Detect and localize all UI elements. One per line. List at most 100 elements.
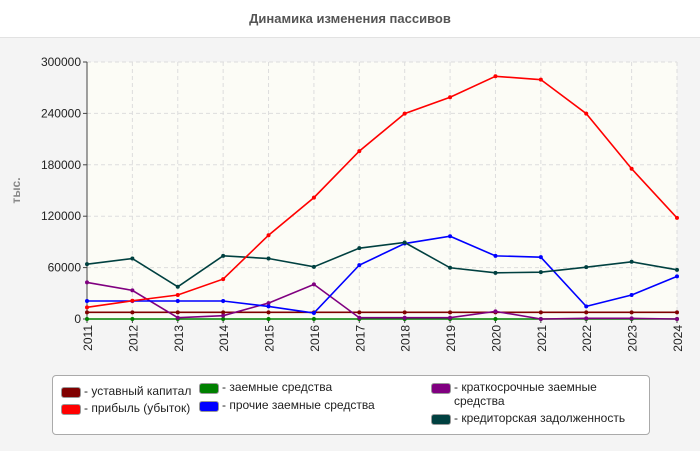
- data-point: [538, 255, 543, 260]
- data-point: [584, 304, 589, 309]
- data-point: [629, 293, 634, 298]
- x-tick-label: 2015: [263, 325, 277, 352]
- data-point: [448, 234, 453, 239]
- data-point: [175, 293, 180, 298]
- data-point: [221, 253, 226, 258]
- data-point: [584, 310, 589, 315]
- data-point: [130, 310, 135, 315]
- data-point: [629, 316, 634, 321]
- data-point: [85, 310, 89, 315]
- plot-area: [87, 62, 677, 319]
- data-point: [357, 149, 362, 154]
- data-point: [175, 284, 180, 289]
- legend-swatch: [431, 414, 451, 425]
- chart-title: Динамика изменения пассивов: [249, 11, 451, 26]
- x-tick-label: 2024: [671, 325, 685, 352]
- legend-label: - кредиторская задолженность: [454, 411, 626, 425]
- x-tick-label: 2013: [172, 325, 186, 352]
- legend-swatch: [199, 383, 219, 394]
- legend-label: - краткосрочные заемные средства: [454, 380, 597, 408]
- legend-item-payables: - кредиторская задолженность: [431, 411, 625, 425]
- legend-label: - уставный капитал: [84, 384, 192, 398]
- legend-item-borrowed: - заемные средства: [199, 380, 332, 394]
- data-point: [221, 317, 226, 321]
- data-point: [675, 267, 679, 272]
- data-point: [85, 317, 89, 321]
- data-point: [629, 166, 634, 171]
- x-tick-label: 2019: [444, 325, 458, 352]
- legend: - уставный капитал - прибыль (убыток) - …: [52, 375, 650, 435]
- data-point: [311, 282, 316, 287]
- data-point: [629, 259, 634, 264]
- data-point: [402, 310, 407, 315]
- data-point: [448, 95, 453, 100]
- legend-label: - прочие заемные средства: [222, 398, 375, 412]
- x-tick-label: 2020: [489, 325, 503, 352]
- y-tick-label: 180000: [41, 158, 81, 172]
- data-point: [266, 233, 271, 238]
- data-point: [221, 310, 226, 315]
- data-point: [493, 270, 498, 275]
- legend-item-other-borrowed: - прочие заемные средства: [199, 398, 375, 412]
- data-point: [311, 264, 316, 269]
- legend-item-charter-capital: - уставный капитал: [61, 384, 191, 398]
- data-point: [538, 317, 543, 321]
- data-point: [175, 299, 180, 304]
- x-tick-label: 2016: [308, 325, 322, 352]
- data-point: [448, 265, 453, 270]
- data-point: [266, 301, 271, 306]
- data-point: [85, 305, 89, 310]
- data-point: [85, 299, 89, 304]
- y-tick-label: 60000: [48, 261, 82, 275]
- data-point: [357, 310, 362, 315]
- y-tick-label: 300000: [41, 55, 81, 69]
- data-point: [130, 256, 135, 261]
- data-point: [584, 265, 589, 270]
- y-tick-label: 240000: [41, 106, 81, 120]
- data-point: [584, 316, 589, 321]
- legend-swatch: [199, 401, 219, 412]
- data-point: [311, 195, 316, 200]
- y-axis-label: тыс.: [9, 177, 23, 203]
- x-tick-label: 2021: [535, 325, 549, 352]
- legend-label: - заемные средства: [222, 380, 333, 394]
- legend-swatch: [61, 404, 81, 415]
- data-point: [448, 310, 453, 315]
- data-point: [175, 310, 180, 315]
- series-line: [86, 75, 678, 309]
- data-point: [402, 240, 407, 245]
- legend-swatch: [431, 383, 451, 394]
- data-point: [675, 215, 679, 220]
- x-tick-label: 2014: [217, 325, 231, 352]
- x-tick-label: 2012: [126, 325, 140, 352]
- data-point: [266, 317, 271, 321]
- data-point: [493, 309, 498, 314]
- legend-item-profit: - прибыль (убыток): [61, 401, 190, 415]
- data-point: [538, 310, 543, 315]
- series-line: [86, 241, 678, 288]
- data-point: [538, 77, 543, 82]
- data-point: [266, 256, 271, 261]
- y-tick-label: 0: [74, 312, 81, 326]
- data-point: [85, 262, 89, 267]
- data-point: [130, 317, 135, 321]
- data-point: [538, 270, 543, 275]
- series-line: [86, 281, 678, 320]
- data-point: [311, 317, 316, 321]
- data-point: [402, 111, 407, 116]
- data-point: [130, 298, 135, 303]
- data-point: [266, 310, 271, 315]
- data-point: [85, 280, 89, 285]
- x-tick-label: 2011: [81, 325, 95, 351]
- data-point: [130, 288, 135, 293]
- data-point: [629, 310, 634, 315]
- data-point: [266, 304, 271, 309]
- data-point: [493, 253, 498, 258]
- data-point: [221, 277, 226, 282]
- data-point: [221, 313, 226, 318]
- data-point: [357, 263, 362, 268]
- series-line: [87, 235, 678, 314]
- x-tick-label: 2023: [626, 325, 640, 352]
- x-tick-label: 2022: [580, 325, 594, 352]
- data-point: [675, 317, 679, 321]
